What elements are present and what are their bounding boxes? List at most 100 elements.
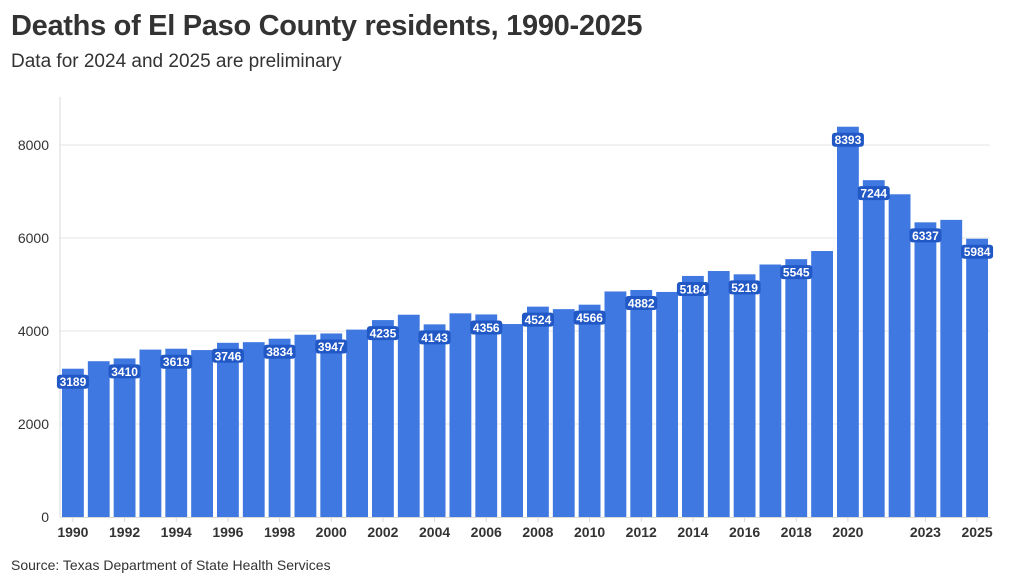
- chart-subtitle: Data for 2024 and 2025 are preliminary: [11, 51, 342, 72]
- data-label-bg: [857, 186, 890, 201]
- x-tick-label: 2012: [626, 524, 657, 540]
- data-label-1998: 3834: [263, 344, 296, 359]
- data-label-bg: [728, 280, 761, 295]
- bar-2009: [552, 309, 575, 517]
- data-label-text: 3619: [163, 355, 190, 369]
- x-tick-label: 2000: [316, 524, 347, 540]
- data-label-bg: [909, 228, 942, 243]
- bar-2005: [449, 313, 472, 517]
- x-tick-label: 2014: [677, 524, 708, 540]
- bar-1991: [87, 361, 110, 517]
- data-label-bg: [831, 132, 864, 147]
- y-tick-label: 6000: [18, 230, 49, 246]
- data-label-text: 3746: [215, 349, 242, 363]
- data-label-text: 5219: [731, 281, 758, 295]
- bar-1998: [268, 338, 291, 517]
- bar-1990: [62, 368, 84, 517]
- data-label-2000: 3947: [315, 339, 348, 354]
- x-axis: 1990 1992 1994 1996 1998 2000 2002 2004 2006 2008…: [57, 517, 993, 540]
- data-label-bg: [470, 320, 503, 335]
- x-tick-label: 2004: [419, 524, 450, 540]
- bar-2011: [604, 291, 627, 517]
- x-tick-label: 1990: [57, 524, 88, 540]
- x-tick-label: 2002: [367, 524, 398, 540]
- data-label-text: 5984: [964, 245, 991, 259]
- y-tick-label: 2000: [18, 416, 49, 432]
- data-label-1990: 3189: [56, 374, 89, 389]
- data-label-1992: 3410: [108, 364, 141, 379]
- data-label-text: 4143: [421, 331, 448, 345]
- bar-2010: [578, 304, 601, 517]
- data-label-2002: 4235: [366, 326, 399, 341]
- data-labels: 3189 3410 3619 3746 3834 3947 4235 4143 4356 4524…: [56, 132, 994, 389]
- data-label-bg: [160, 354, 193, 369]
- data-label-bg: [263, 344, 296, 359]
- data-label-2008: 4524: [521, 312, 554, 327]
- data-label-2010: 4566: [573, 310, 606, 325]
- data-label-bg: [961, 244, 994, 259]
- bar-2021: [862, 180, 885, 518]
- data-label-text: 3947: [318, 340, 345, 354]
- data-label-text: 3410: [111, 365, 138, 379]
- bar-2022: [888, 194, 911, 518]
- data-label-2025: 5984: [961, 244, 994, 259]
- data-label-bg: [521, 312, 554, 327]
- data-label-text: 4235: [370, 327, 397, 341]
- bar-2004: [423, 324, 446, 517]
- bar-2012: [630, 289, 653, 517]
- data-label-text: 5184: [680, 282, 707, 296]
- bar-2006: [475, 314, 498, 517]
- bar-2007: [501, 324, 523, 517]
- bar-1993: [139, 349, 162, 517]
- chart-title: Deaths of El Paso County residents, 1990…: [11, 10, 643, 42]
- data-label-2018: 5545: [780, 265, 813, 280]
- bar-1994: [165, 348, 188, 517]
- data-label-text: 4566: [576, 311, 603, 325]
- bar-2024: [940, 219, 963, 518]
- data-label-bg: [315, 339, 348, 354]
- bar-2018: [785, 259, 808, 517]
- x-tick-label: 2020: [832, 524, 863, 540]
- bar-1997: [242, 342, 265, 517]
- bar-1999: [294, 334, 317, 517]
- data-label-text: 4524: [525, 313, 552, 327]
- data-label-text: 3189: [60, 375, 87, 389]
- x-tick-label: 2008: [522, 524, 553, 540]
- data-label-bg: [211, 348, 244, 363]
- x-tick-label: 1994: [161, 524, 192, 540]
- bar-2002: [372, 320, 394, 517]
- bars: [62, 126, 988, 518]
- data-label-text: 8393: [835, 133, 862, 147]
- data-label-bg: [108, 364, 141, 379]
- y-tick-label: 4000: [18, 323, 49, 339]
- x-tick-label: 1996: [212, 524, 243, 540]
- data-label-2021: 7244: [857, 186, 890, 201]
- bar-2013: [656, 291, 678, 517]
- data-label-2016: 5219: [728, 280, 761, 295]
- data-label-bg: [56, 374, 89, 389]
- data-label-bg: [780, 265, 813, 280]
- data-label-text: 7244: [860, 187, 887, 201]
- data-label-text: 4882: [628, 296, 655, 310]
- data-label-bg: [625, 295, 658, 310]
- bar-2023: [914, 222, 937, 517]
- data-label-2004: 4143: [418, 330, 451, 345]
- bar-2014: [682, 275, 704, 517]
- bar-2016: [733, 274, 756, 517]
- data-label-text: 6337: [912, 229, 939, 243]
- y-axis: 0 2000 4000 6000 8000: [18, 97, 61, 525]
- bar-2020: [837, 126, 859, 518]
- source-note: Source: Texas Department of State Health…: [11, 557, 331, 573]
- y-tick-label: 8000: [18, 137, 49, 153]
- bar-2025: [966, 238, 988, 517]
- data-label-bg: [366, 326, 399, 341]
- data-label-bg: [418, 330, 451, 345]
- bar-2015: [707, 271, 730, 517]
- data-label-2006: 4356: [470, 320, 503, 335]
- x-tick-label: 2016: [729, 524, 760, 540]
- data-label-1996: 3746: [211, 348, 244, 363]
- x-tick-label: 1998: [264, 524, 295, 540]
- data-label-2012: 4882: [625, 295, 658, 310]
- data-label-bg: [676, 281, 709, 296]
- data-label-2023: 6337: [909, 228, 942, 243]
